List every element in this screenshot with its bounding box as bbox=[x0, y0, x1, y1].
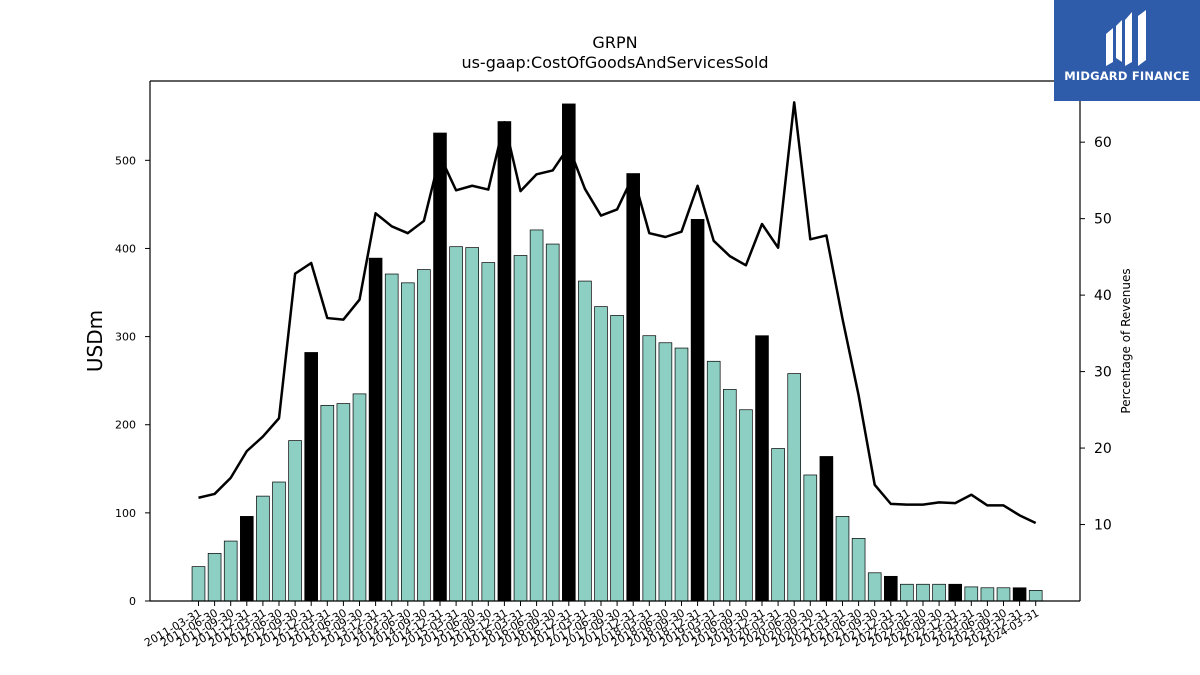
bar bbox=[739, 409, 753, 602]
bar bbox=[932, 583, 946, 602]
bar bbox=[368, 257, 383, 602]
bar bbox=[642, 335, 657, 602]
bar bbox=[851, 538, 866, 602]
bar bbox=[449, 246, 463, 602]
y-right-tick-label: 10 bbox=[1094, 518, 1112, 534]
bar bbox=[674, 347, 689, 602]
bar bbox=[223, 540, 238, 602]
line-series bbox=[198, 101, 1037, 525]
bar bbox=[384, 273, 399, 602]
bar bbox=[320, 404, 335, 602]
bar bbox=[610, 315, 624, 602]
brand-logo: MIDGARD FINANCE bbox=[1054, 0, 1200, 101]
bar bbox=[1012, 587, 1027, 602]
bar bbox=[272, 481, 286, 602]
bar bbox=[352, 393, 367, 602]
bar bbox=[433, 132, 447, 602]
bar bbox=[562, 103, 576, 602]
bar bbox=[336, 403, 351, 602]
bar bbox=[948, 583, 962, 602]
bar bbox=[996, 587, 1011, 602]
bar bbox=[497, 121, 512, 602]
y-tick-label: 200 bbox=[115, 419, 136, 432]
bar bbox=[723, 389, 737, 602]
bar bbox=[706, 360, 721, 602]
bar bbox=[545, 243, 560, 602]
y-tick-label: 500 bbox=[115, 154, 136, 167]
bar bbox=[513, 255, 528, 602]
bar bbox=[916, 583, 930, 602]
y-tick-label: 300 bbox=[115, 331, 136, 344]
bar bbox=[787, 373, 801, 602]
bar bbox=[771, 448, 785, 602]
y-right-tick-label: 20 bbox=[1094, 441, 1112, 457]
bar bbox=[240, 516, 254, 602]
bar bbox=[658, 342, 673, 602]
midgard-logo-icon bbox=[1106, 10, 1146, 66]
y-right-tick-label: 50 bbox=[1094, 212, 1112, 228]
bar bbox=[690, 219, 705, 602]
y-right-tick-label: 60 bbox=[1094, 135, 1112, 151]
bar bbox=[417, 269, 431, 602]
bar bbox=[207, 553, 222, 602]
bar bbox=[304, 352, 318, 602]
bar bbox=[465, 247, 479, 602]
bar bbox=[626, 173, 640, 602]
bar bbox=[835, 516, 850, 602]
bar bbox=[401, 282, 415, 602]
y-axis-right-label: Percentage of Revenues bbox=[1119, 268, 1133, 413]
bar bbox=[594, 306, 608, 602]
bar bbox=[980, 587, 995, 602]
y-axis-label: USDm bbox=[83, 310, 107, 372]
chart-title: GRPN bbox=[592, 33, 637, 52]
y-tick-label: 100 bbox=[115, 507, 136, 520]
y-right-tick-label: 40 bbox=[1094, 288, 1112, 304]
bar bbox=[867, 572, 882, 602]
bar bbox=[529, 229, 544, 602]
y-right-tick-label: 30 bbox=[1094, 365, 1112, 381]
bar bbox=[819, 456, 834, 602]
bar bbox=[288, 440, 302, 602]
bar bbox=[964, 586, 979, 602]
axes: 01002003004005001020304050602011-03-3120… bbox=[115, 80, 1112, 650]
bar-series bbox=[191, 103, 1043, 602]
bar bbox=[256, 495, 270, 602]
bar bbox=[1028, 590, 1043, 602]
line-path bbox=[198, 101, 1037, 525]
bar bbox=[481, 262, 496, 602]
brand-name: MIDGARD FINANCE bbox=[1064, 69, 1190, 83]
bar bbox=[191, 566, 206, 602]
bar bbox=[755, 335, 769, 602]
bar bbox=[884, 575, 898, 602]
bar bbox=[803, 474, 818, 602]
y-tick-label: 400 bbox=[115, 242, 136, 255]
y-tick-label: 0 bbox=[129, 595, 136, 608]
chart-subtitle: us-gaap:CostOfGoodsAndServicesSold bbox=[461, 53, 768, 72]
bar bbox=[900, 583, 914, 602]
bar bbox=[578, 280, 592, 602]
